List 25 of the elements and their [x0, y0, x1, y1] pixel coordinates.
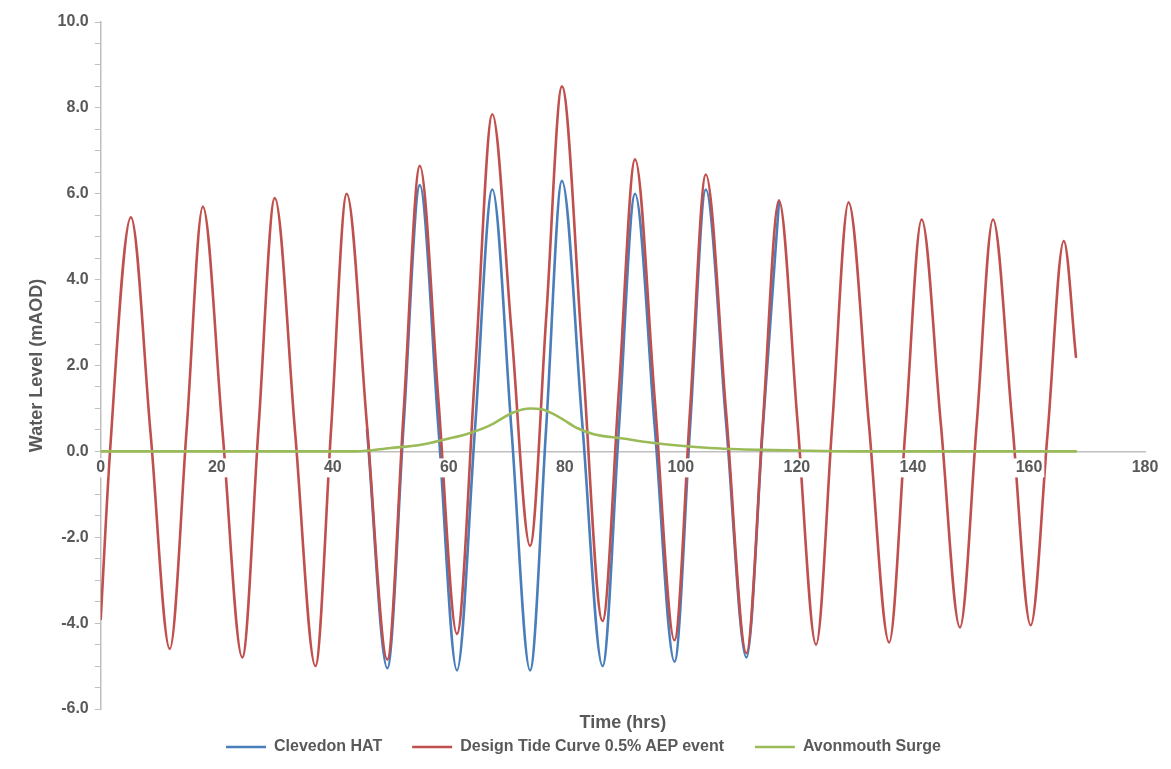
y-tick-label: 0.0	[66, 441, 89, 459]
y-tick-label: -4.0	[61, 613, 89, 631]
y-axis-title: Water Level (mAOD)	[25, 278, 46, 453]
y-tick-label: 10.0	[57, 12, 89, 30]
x-tick-label: 80	[555, 457, 574, 475]
legend-label: Avonmouth Surge	[802, 737, 942, 755]
x-tick-label: 20	[207, 457, 226, 475]
x-tick-label: 40	[323, 457, 342, 475]
x-tick-label: 140	[899, 457, 927, 475]
x-tick-label: 120	[783, 457, 811, 475]
y-tick-label: 4.0	[66, 270, 89, 288]
legend-label: Design Tide Curve 0.5% AEP event	[460, 737, 725, 755]
x-tick-label: 160	[1015, 457, 1043, 475]
y-tick-label: 6.0	[66, 184, 89, 202]
x-tick-label: 100	[667, 457, 695, 475]
y-tick-label: -6.0	[61, 699, 89, 717]
x-tick-label: 60	[439, 457, 458, 475]
y-tick-label: 2.0	[66, 355, 89, 373]
x-tick-label: 0	[96, 457, 106, 475]
y-tick-label: 8.0	[66, 98, 89, 116]
x-tick-label: 180	[1131, 457, 1159, 475]
x-axis-title: Time (hrs)	[579, 711, 667, 732]
legend-label: Clevedon HAT	[274, 737, 383, 755]
y-tick-label: -2.0	[61, 527, 89, 545]
line-series	[100, 407, 1078, 453]
